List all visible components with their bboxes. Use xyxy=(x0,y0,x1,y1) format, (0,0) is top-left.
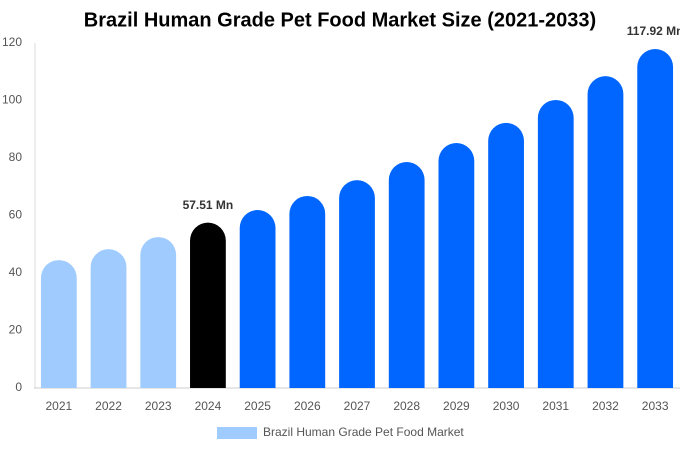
bar xyxy=(388,162,425,388)
y-tick-label: 120 xyxy=(2,35,22,49)
value-label: 117.92 Mn xyxy=(627,24,680,38)
x-tick-label: 2024 xyxy=(195,399,222,413)
y-tick-label: 40 xyxy=(9,265,23,279)
bar xyxy=(537,99,574,388)
x-tick-label: 2026 xyxy=(294,399,321,413)
bar xyxy=(289,195,326,388)
y-tick-label: 0 xyxy=(15,380,22,394)
bar xyxy=(637,48,674,388)
x-tick-label: 2031 xyxy=(542,399,569,413)
legend-label: Brazil Human Grade Pet Food Market xyxy=(263,425,464,439)
bar xyxy=(239,210,276,388)
value-label: 57.51 Mn xyxy=(183,198,234,212)
x-tick-label: 2023 xyxy=(145,399,172,413)
bar xyxy=(140,237,177,388)
chart-title: Brazil Human Grade Pet Food Market Size … xyxy=(84,9,596,31)
bar xyxy=(587,76,624,388)
x-tick-label: 2029 xyxy=(443,399,470,413)
y-tick-label: 20 xyxy=(9,323,23,337)
y-tick-label: 100 xyxy=(2,93,22,107)
bar xyxy=(339,180,375,388)
x-tick-label: 2027 xyxy=(344,399,371,413)
y-tick-label: 60 xyxy=(9,208,23,222)
bar xyxy=(90,249,127,388)
x-tick-label: 2021 xyxy=(45,399,72,413)
legend-swatch xyxy=(217,427,257,439)
y-tick-label: 80 xyxy=(9,150,23,164)
bar xyxy=(488,122,524,389)
bar xyxy=(438,143,475,388)
x-tick-label: 2022 xyxy=(95,399,122,413)
x-tick-label: 2033 xyxy=(642,399,669,413)
x-tick-label: 2030 xyxy=(493,399,520,413)
bar xyxy=(190,222,226,388)
bar xyxy=(40,260,77,388)
x-tick-label: 2032 xyxy=(592,399,619,413)
x-tick-label: 2028 xyxy=(393,399,420,413)
x-tick-label: 2025 xyxy=(244,399,271,413)
